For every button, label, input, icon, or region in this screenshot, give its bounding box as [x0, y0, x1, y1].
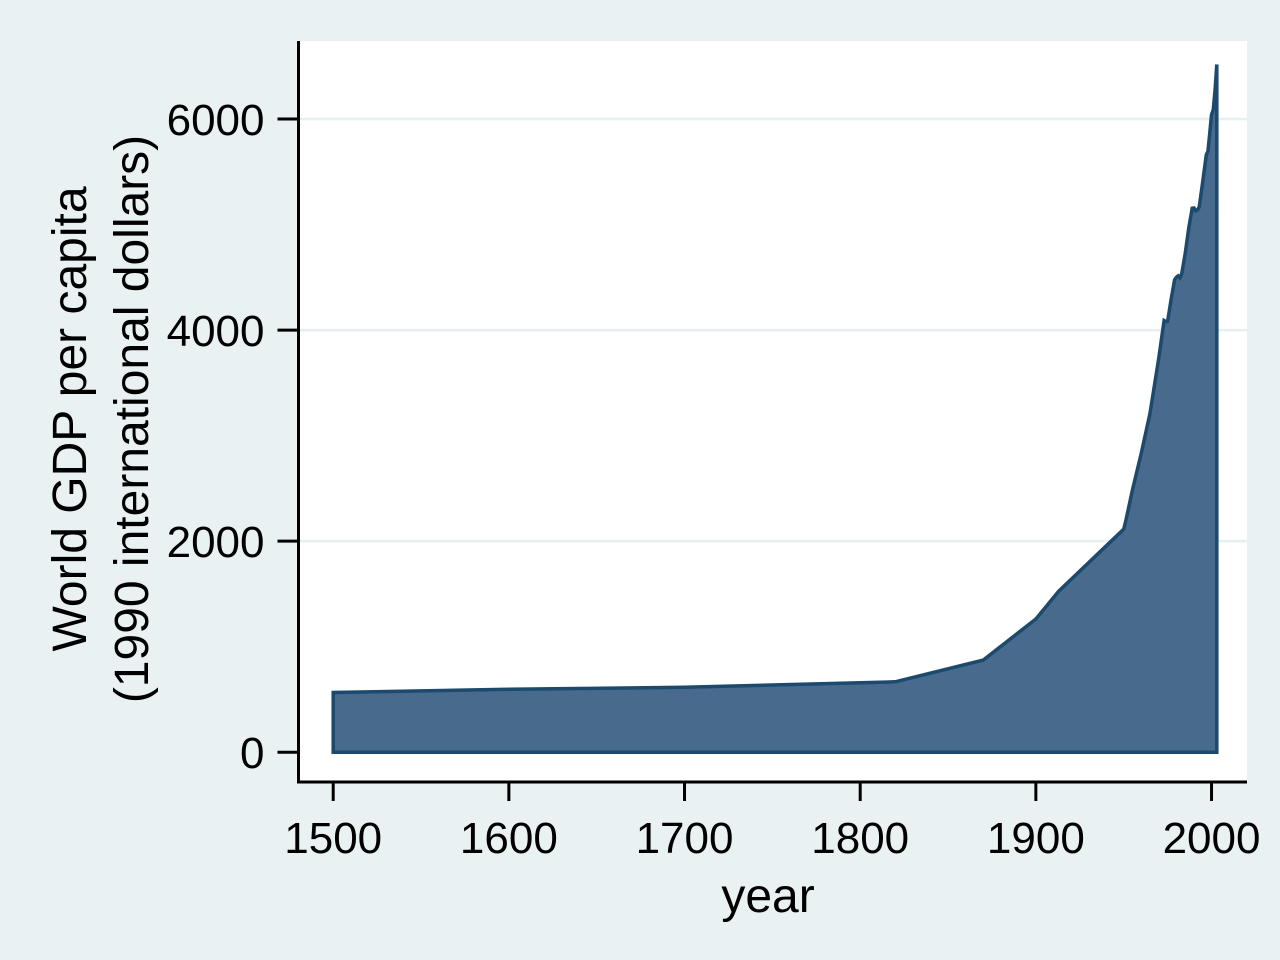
x-tick-label: 1700 — [636, 814, 734, 863]
x-tick-label: 1800 — [811, 814, 909, 863]
x-tick-label: 2000 — [1163, 814, 1261, 863]
plot-layer: 0 2000 4000 6000 1500 1600 1700 1800 1900 2000 — [167, 41, 1261, 863]
y-axis-title-line1: World GDP per capita — [44, 186, 97, 651]
y-tick-label: 6000 — [167, 96, 265, 145]
y-tick-label: 2000 — [167, 518, 265, 567]
gdp-area-series — [331, 64, 1219, 754]
y-tick-label: 0 — [240, 729, 264, 778]
x-tick-label: 1600 — [460, 814, 558, 863]
x-tick-label: 1500 — [284, 814, 382, 863]
y-axis-title-line2: (1990 international dollars) — [106, 135, 159, 703]
y-tick-label: 4000 — [167, 307, 265, 356]
x-tick-label: 1900 — [987, 814, 1085, 863]
x-axis-title: year — [721, 870, 814, 923]
